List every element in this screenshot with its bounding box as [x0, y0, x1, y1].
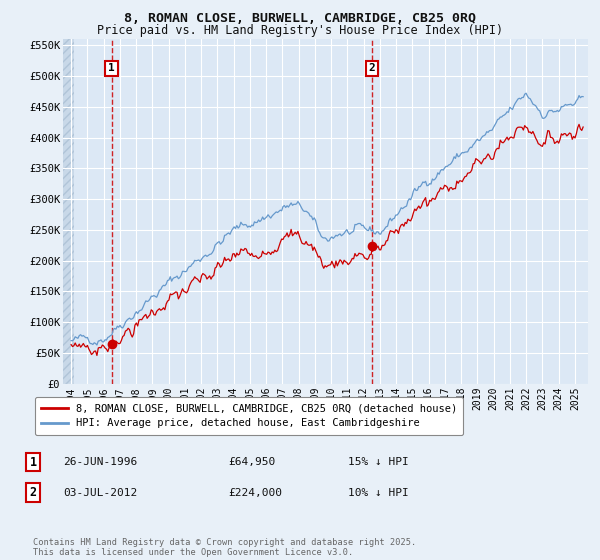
Text: 2: 2: [29, 486, 37, 500]
Text: 26-JUN-1996: 26-JUN-1996: [63, 457, 137, 467]
Text: 8, ROMAN CLOSE, BURWELL, CAMBRIDGE, CB25 0RQ: 8, ROMAN CLOSE, BURWELL, CAMBRIDGE, CB25…: [124, 12, 476, 25]
Text: 1: 1: [29, 455, 37, 469]
Text: Price paid vs. HM Land Registry's House Price Index (HPI): Price paid vs. HM Land Registry's House …: [97, 24, 503, 37]
Text: 03-JUL-2012: 03-JUL-2012: [63, 488, 137, 498]
Text: 15% ↓ HPI: 15% ↓ HPI: [348, 457, 409, 467]
Text: 10% ↓ HPI: 10% ↓ HPI: [348, 488, 409, 498]
Text: 2: 2: [368, 63, 375, 73]
Bar: [63, 39, 74, 384]
Text: Contains HM Land Registry data © Crown copyright and database right 2025.
This d: Contains HM Land Registry data © Crown c…: [33, 538, 416, 557]
Legend: 8, ROMAN CLOSE, BURWELL, CAMBRIDGE, CB25 0RQ (detached house), HPI: Average pric: 8, ROMAN CLOSE, BURWELL, CAMBRIDGE, CB25…: [35, 397, 463, 435]
Text: 1: 1: [108, 63, 115, 73]
Text: £64,950: £64,950: [228, 457, 275, 467]
Text: £224,000: £224,000: [228, 488, 282, 498]
